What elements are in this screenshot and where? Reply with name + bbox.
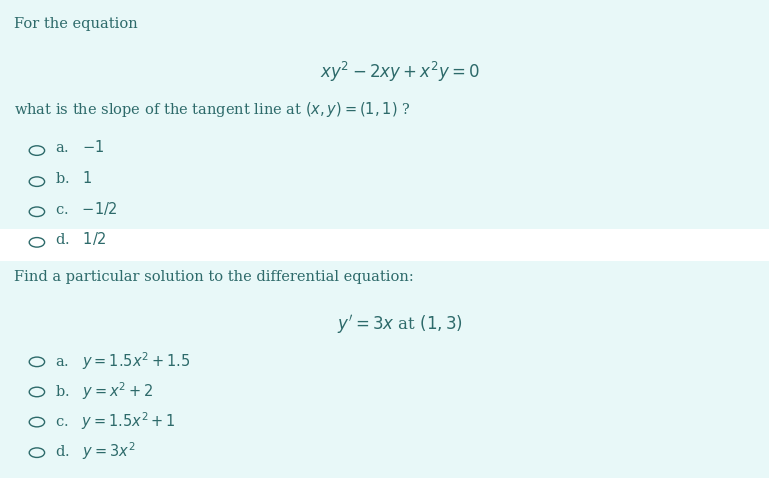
Text: d.   $1/2$: d. $1/2$ bbox=[55, 230, 107, 248]
Text: a.   $y = 1.5x^2 + 1.5$: a. $y = 1.5x^2 + 1.5$ bbox=[55, 350, 191, 371]
Text: b.   $y = x^2 + 2$: b. $y = x^2 + 2$ bbox=[55, 380, 154, 402]
Text: For the equation: For the equation bbox=[14, 17, 138, 31]
Text: c.   $y = 1.5x^2 + 1$: c. $y = 1.5x^2 + 1$ bbox=[55, 410, 176, 432]
Text: what is the slope of the tangent line at $(x, y) = (1, 1)$ ?: what is the slope of the tangent line at… bbox=[14, 100, 410, 120]
Bar bbox=[0, 229, 769, 261]
Text: c.   $-1/2$: c. $-1/2$ bbox=[55, 200, 118, 217]
Text: a.   $-1$: a. $-1$ bbox=[55, 139, 105, 154]
Text: $xy^2 - 2xy + x^2y = 0$: $xy^2 - 2xy + x^2y = 0$ bbox=[320, 60, 480, 84]
Text: $y' = 3x$ at $(1, 3)$: $y' = 3x$ at $(1, 3)$ bbox=[337, 313, 463, 336]
Text: b.   $1$: b. $1$ bbox=[55, 170, 93, 185]
Text: Find a particular solution to the differential equation:: Find a particular solution to the differ… bbox=[14, 270, 414, 284]
Text: d.   $y = 3x^2$: d. $y = 3x^2$ bbox=[55, 441, 136, 462]
